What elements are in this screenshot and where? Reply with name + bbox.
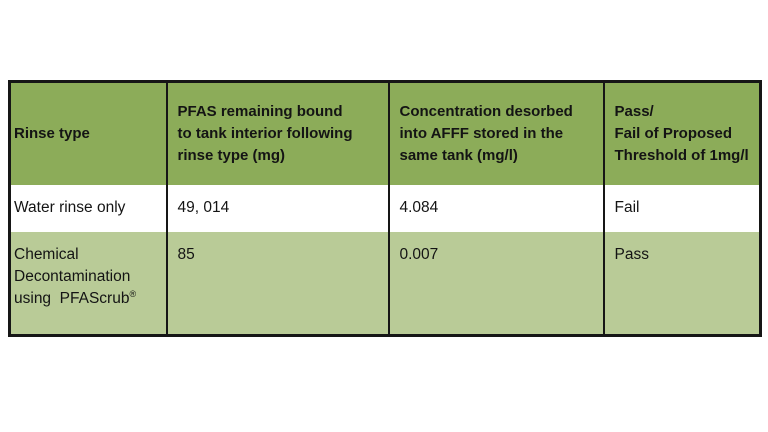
cell-text: Chemical Decontamination using PFAScrub — [14, 245, 131, 307]
cell-rinse-type-water: Water rinse only — [10, 185, 167, 232]
cell-rinse-type-chemical: Chemical Decontamination using PFAScrub® — [10, 232, 167, 336]
table-header-row: Rinse type PFAS remaining bound to tank … — [9, 81, 761, 185]
cell-text: Water rinse only — [14, 198, 126, 216]
cell-text: Fail — [614, 198, 640, 216]
cell-pfas-remaining-chemical: 85 — [165, 231, 389, 336]
cell-concentration-water: 4.084 — [387, 184, 604, 232]
cell-passfail-chemical: Pass — [602, 231, 761, 336]
header-label-pass-fail: Pass/ Fail of Proposed Threshold of 1mg/… — [614, 103, 749, 164]
registered-trademark-symbol: ® — [129, 288, 137, 299]
cell-text: 49, 014 — [177, 198, 230, 216]
cell-text: 85 — [177, 245, 195, 263]
cell-pfas-remaining-water: 49, 014 — [165, 184, 389, 232]
cell-passfail-water: Fail — [602, 184, 761, 232]
cell-concentration-chemical: 0.007 — [387, 231, 604, 336]
header-cell-pass-fail: Pass/ Fail of Proposed Threshold of 1mg/… — [602, 81, 761, 185]
cell-text: Pass — [614, 245, 649, 263]
header-cell-rinse-type: Rinse type — [10, 82, 167, 185]
table-row-water-rinse: Water rinse only 49, 014 4.084 Fail — [9, 184, 761, 232]
header-label-rinse-type: Rinse type — [14, 124, 90, 142]
header-cell-pfas-remaining: PFAS remaining bound to tank interior fo… — [165, 81, 389, 185]
header-label-concentration-desorbed: Concentration desorbed into AFFF stored … — [399, 103, 573, 164]
pfas-rinse-results-table: Rinse type PFAS remaining bound to tank … — [8, 80, 762, 337]
header-cell-concentration-desorbed: Concentration desorbed into AFFF stored … — [387, 81, 604, 185]
cell-text: 4.084 — [399, 198, 439, 216]
table-row-chemical-decontamination: Chemical Decontamination using PFAScrub®… — [9, 231, 761, 336]
header-label-pfas-remaining: PFAS remaining bound to tank interior fo… — [177, 103, 353, 164]
cell-text: 0.007 — [399, 245, 439, 263]
